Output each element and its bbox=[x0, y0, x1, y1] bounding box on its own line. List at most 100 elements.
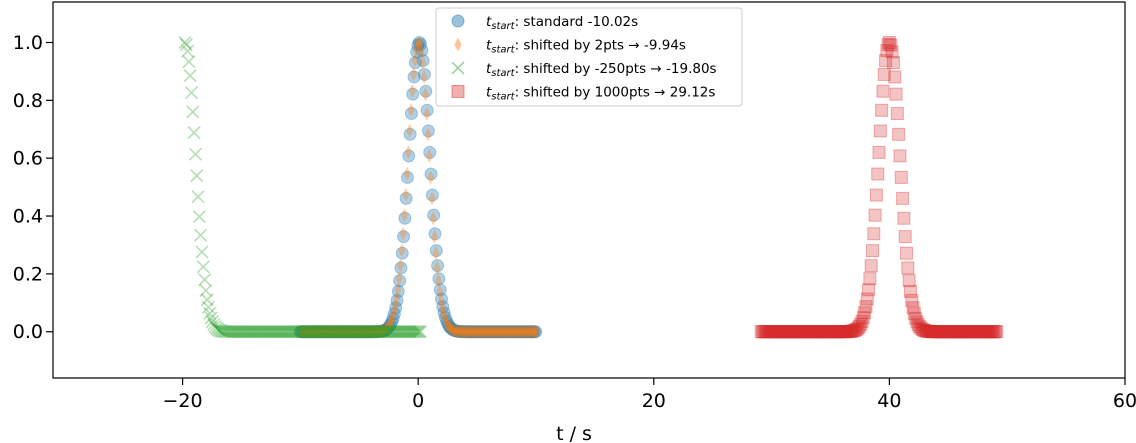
data-point bbox=[374, 324, 382, 339]
data-point bbox=[318, 324, 326, 339]
data-point bbox=[500, 324, 508, 339]
data-point bbox=[417, 67, 431, 81]
data-point bbox=[885, 45, 899, 59]
data-point bbox=[826, 325, 840, 339]
data-point bbox=[458, 324, 466, 339]
data-point bbox=[506, 324, 515, 339]
data-point bbox=[347, 325, 361, 339]
data-point bbox=[508, 325, 522, 339]
data-point bbox=[833, 325, 847, 339]
data-point bbox=[461, 324, 469, 339]
data-point bbox=[462, 325, 476, 339]
data-point bbox=[491, 324, 499, 339]
data-point bbox=[380, 322, 394, 336]
data-point bbox=[321, 325, 335, 339]
data-point bbox=[450, 324, 464, 338]
data-point bbox=[327, 325, 341, 339]
data-point bbox=[235, 325, 250, 339]
data-point bbox=[321, 325, 335, 339]
data-point bbox=[522, 325, 536, 339]
data-point bbox=[398, 325, 412, 339]
data-point bbox=[315, 325, 329, 339]
data-point bbox=[345, 324, 354, 339]
data-point bbox=[400, 325, 415, 339]
legend-marker bbox=[454, 37, 462, 52]
data-point bbox=[309, 324, 317, 339]
legend-item: tstart: standard -10.02s bbox=[451, 14, 638, 32]
data-point bbox=[268, 325, 282, 339]
data-point bbox=[934, 325, 948, 339]
data-point bbox=[876, 84, 890, 98]
data-point bbox=[922, 324, 936, 338]
data-point bbox=[817, 325, 831, 339]
data-point bbox=[370, 324, 378, 339]
data-point bbox=[839, 325, 853, 339]
data-point bbox=[296, 325, 310, 339]
data-point bbox=[326, 325, 340, 339]
data-point bbox=[914, 321, 928, 335]
data-point bbox=[328, 324, 337, 339]
data-point bbox=[499, 324, 507, 339]
data-point bbox=[491, 325, 505, 339]
data-point bbox=[524, 325, 538, 339]
legend-item: tstart: shifted by 2pts → -9.94s bbox=[454, 37, 686, 56]
data-point bbox=[960, 325, 974, 339]
data-point bbox=[479, 324, 487, 339]
data-point bbox=[964, 325, 978, 339]
data-point bbox=[359, 324, 367, 339]
data-point bbox=[923, 325, 937, 339]
series-diamond-1 bbox=[297, 35, 541, 339]
data-point bbox=[429, 244, 443, 258]
x-tick-label: 0 bbox=[412, 390, 424, 412]
data-point bbox=[352, 325, 366, 339]
data-point bbox=[351, 325, 365, 339]
data-point bbox=[973, 325, 987, 339]
y-tick-label: 0.0 bbox=[13, 321, 43, 343]
data-point bbox=[407, 103, 415, 118]
data-point bbox=[313, 325, 327, 339]
data-point bbox=[335, 325, 349, 339]
data-point bbox=[509, 324, 517, 339]
data-point bbox=[786, 325, 800, 339]
data-point bbox=[322, 324, 330, 339]
data-point bbox=[428, 227, 442, 241]
data-point bbox=[966, 325, 980, 339]
data-point bbox=[369, 325, 383, 339]
data-point bbox=[495, 324, 503, 339]
legend-item: tstart: shifted by 1000pts → 29.12s bbox=[451, 85, 715, 103]
data-point bbox=[259, 325, 273, 339]
data-point bbox=[828, 325, 842, 339]
data-point bbox=[803, 325, 817, 339]
data-point bbox=[417, 44, 426, 59]
data-point bbox=[821, 325, 835, 339]
data-point bbox=[761, 325, 775, 339]
data-point bbox=[527, 325, 541, 339]
data-point bbox=[267, 325, 281, 339]
data-point bbox=[304, 324, 312, 339]
data-point bbox=[508, 324, 516, 339]
data-point bbox=[415, 35, 423, 50]
data-point bbox=[296, 325, 310, 339]
data-point bbox=[386, 311, 400, 325]
data-point bbox=[322, 325, 336, 339]
data-point bbox=[419, 55, 427, 70]
data-point bbox=[347, 324, 355, 339]
data-point bbox=[399, 325, 413, 339]
data-point bbox=[432, 246, 440, 261]
data-point bbox=[368, 325, 382, 339]
data-point bbox=[339, 325, 353, 339]
data-point bbox=[335, 325, 349, 339]
data-point bbox=[294, 325, 308, 339]
data-point bbox=[209, 321, 223, 335]
data-point bbox=[403, 127, 417, 141]
data-point bbox=[332, 325, 346, 339]
data-point bbox=[359, 325, 373, 339]
data-point bbox=[888, 70, 902, 84]
data-point bbox=[962, 325, 976, 339]
data-point bbox=[410, 45, 424, 59]
data-point bbox=[408, 325, 422, 339]
y-tick-label: 0.8 bbox=[13, 90, 43, 112]
data-point bbox=[455, 325, 469, 339]
data-point bbox=[413, 325, 428, 339]
data-point bbox=[850, 322, 864, 336]
